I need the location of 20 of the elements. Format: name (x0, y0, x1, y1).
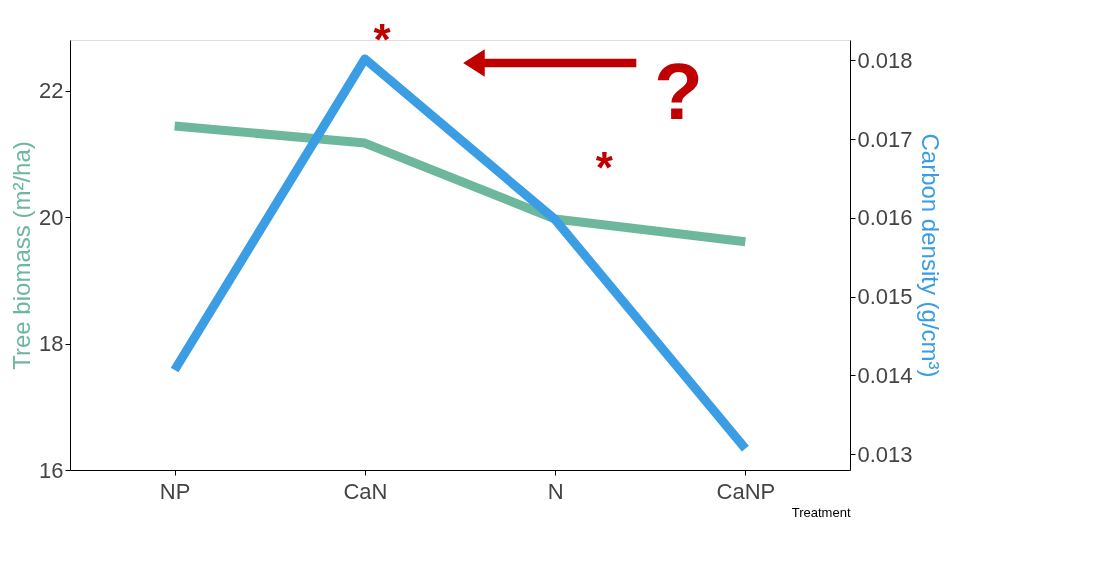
y2-tick-label: 0.017 (857, 126, 913, 152)
y-tick-label: 22 (39, 78, 64, 104)
x-tick-label: CaN (343, 478, 388, 504)
y2-tick-label: 0.016 (857, 205, 913, 231)
x-tick-label: CaNP (716, 478, 776, 504)
x-axis-title: Treatment (791, 504, 851, 520)
y2-tick-label: 0.015 (857, 284, 913, 310)
y-tick-label: 16 (39, 457, 64, 483)
annotation: * (373, 15, 392, 64)
x-tick-label: NP (159, 478, 191, 504)
y2-tick-label: 0.013 (857, 441, 913, 467)
y-tick-label: 18 (39, 331, 64, 357)
annotation: * (595, 143, 614, 192)
annotation: ? (653, 47, 703, 136)
y2-axis-title: Carbon density (g/cm³) (916, 133, 944, 378)
y-axis-title: Tree biomass (m²/ha) (8, 141, 36, 370)
y-tick-label: 20 (39, 204, 64, 230)
y2-tick-label: 0.014 (857, 362, 913, 388)
y2-tick-label: 0.018 (857, 47, 913, 73)
x-tick-label: N (547, 478, 564, 504)
